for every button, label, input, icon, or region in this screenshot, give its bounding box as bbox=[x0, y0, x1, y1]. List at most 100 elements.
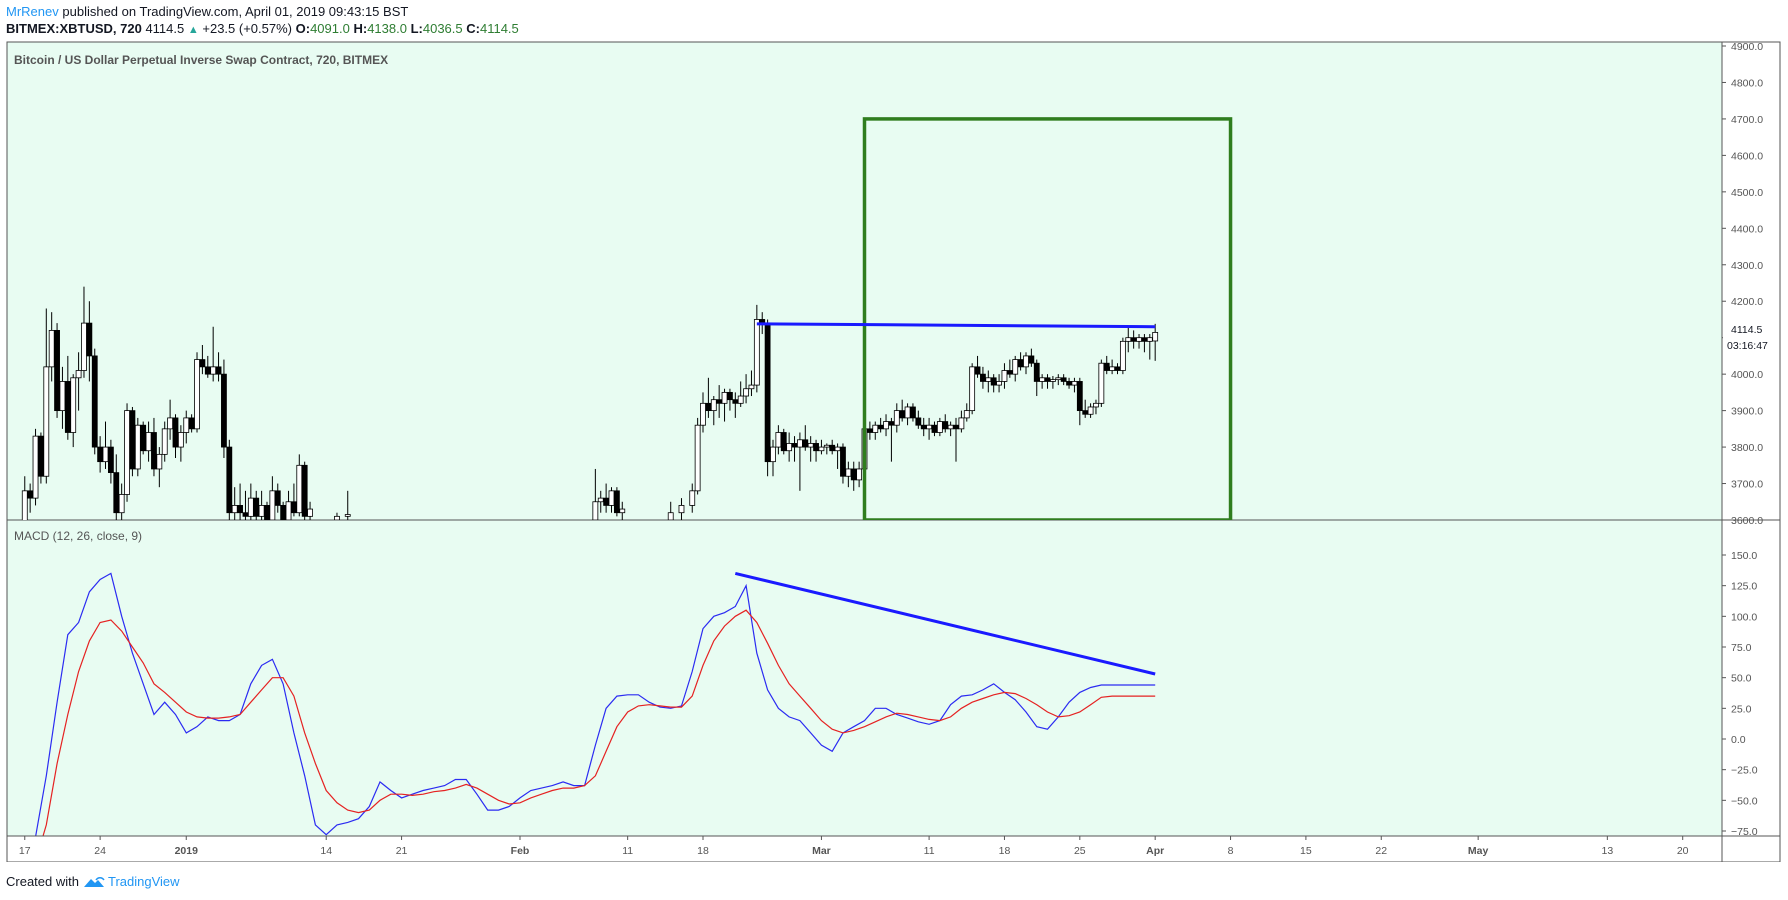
price-tick-label: 4500.0 bbox=[1731, 187, 1763, 199]
candle-body-down bbox=[188, 417, 195, 430]
candle-body-down bbox=[850, 468, 857, 481]
candle bbox=[958, 410, 965, 433]
candle-body-down bbox=[199, 359, 206, 368]
candle-body-down bbox=[1017, 359, 1024, 368]
candle-body-down bbox=[920, 424, 927, 430]
price-tick-label: 4200.0 bbox=[1731, 296, 1763, 308]
candle-body-up bbox=[775, 432, 782, 448]
candle bbox=[54, 323, 60, 418]
candle-body-down bbox=[942, 421, 949, 430]
candle-body-down bbox=[242, 512, 249, 517]
candle-body-up bbox=[118, 494, 125, 514]
candle bbox=[780, 428, 787, 455]
candle bbox=[770, 439, 776, 477]
candle bbox=[75, 352, 82, 411]
candle-body-down bbox=[705, 402, 712, 412]
candle-body-up bbox=[592, 501, 599, 520]
candle-body-up bbox=[985, 377, 992, 382]
time-tick-label: 2019 bbox=[175, 845, 199, 857]
macd-axis[interactable]: 150.0 125.0 100.0 75.0 50.0 25.0 0.0 −25.0 −50.0… bbox=[1722, 550, 1758, 838]
candle-body-up bbox=[1039, 377, 1046, 382]
candle bbox=[118, 483, 125, 520]
candle-body-down bbox=[97, 446, 104, 463]
candle-body-up bbox=[963, 410, 970, 419]
candle-body-up bbox=[102, 446, 109, 463]
candle bbox=[1152, 323, 1159, 361]
price-tick-label: 4000.0 bbox=[1731, 369, 1763, 381]
candle-body-up bbox=[823, 444, 830, 448]
candle-body-down bbox=[899, 410, 906, 419]
candle-body-down bbox=[204, 366, 211, 375]
candle-body-down bbox=[54, 329, 60, 412]
candle-body-up bbox=[194, 359, 200, 430]
candle-body-up bbox=[1050, 379, 1056, 382]
candle-body-down bbox=[791, 443, 798, 448]
candle-body-up bbox=[334, 515, 340, 520]
macd-lines bbox=[35, 571, 1156, 836]
price-axis[interactable]: 3600.03700.03800.03900.04000.04100.04200… bbox=[1722, 41, 1763, 527]
candle bbox=[613, 487, 620, 517]
low-label: L: bbox=[410, 21, 423, 36]
candle-body-up bbox=[1109, 366, 1116, 371]
macd-tick-label: 125.0 bbox=[1731, 581, 1757, 593]
time-tick-label: Feb bbox=[511, 845, 530, 857]
price-drawings bbox=[756, 117, 1233, 520]
candle-body-down bbox=[910, 406, 916, 419]
candle bbox=[818, 439, 825, 455]
time-axis[interactable]: 17 24 2019 14 21 Feb 11 18 Mar 11 18 25 Apr 8 15 22 May 1… bbox=[19, 836, 1689, 857]
candle bbox=[199, 344, 206, 375]
candle-body-up bbox=[667, 512, 674, 520]
price-tick-label: 4700.0 bbox=[1731, 114, 1763, 126]
candle bbox=[963, 403, 970, 422]
candle-body-down bbox=[1141, 337, 1148, 342]
candle-body-down bbox=[727, 391, 733, 401]
last-price-marker: 4114.5 03:16:47 bbox=[1723, 321, 1779, 353]
candle bbox=[667, 501, 674, 520]
candle-body-up bbox=[872, 424, 879, 433]
candle bbox=[1033, 359, 1040, 397]
candle-body-up bbox=[883, 421, 889, 430]
candle bbox=[910, 403, 916, 422]
candle bbox=[737, 381, 744, 407]
macd-tick-label: 75.0 bbox=[1731, 642, 1752, 654]
candle-body-down bbox=[953, 424, 959, 430]
macd-tick-label: 0.0 bbox=[1731, 734, 1746, 746]
chart-canvas[interactable]: 3600.03700.03800.03900.04000.04100.04200… bbox=[0, 0, 1788, 862]
candle-body-down bbox=[129, 410, 136, 470]
candle bbox=[764, 319, 771, 477]
candle bbox=[86, 301, 93, 382]
candle-body-down bbox=[813, 443, 819, 452]
tradingview-link[interactable]: TradingView bbox=[83, 874, 180, 890]
time-tick-label: 13 bbox=[1601, 845, 1613, 857]
candle bbox=[43, 308, 50, 484]
candle-body-up bbox=[1071, 381, 1078, 386]
macd-tick-label: 100.0 bbox=[1731, 611, 1757, 623]
time-tick-label: 18 bbox=[697, 845, 709, 857]
target-box bbox=[862, 117, 1233, 520]
candle-body-up bbox=[608, 490, 615, 506]
price-tick-label: 3700.0 bbox=[1731, 479, 1763, 491]
candle-body-up bbox=[936, 421, 943, 433]
candle-body-up bbox=[597, 497, 604, 503]
candle-body-up bbox=[721, 391, 728, 404]
price-tick-label: 4800.0 bbox=[1731, 77, 1763, 89]
author-link[interactable]: MrRenev bbox=[6, 4, 59, 19]
price-change: +23.5 (+0.57%) bbox=[202, 21, 292, 36]
high-value: 4138.0 bbox=[367, 21, 407, 36]
candle-body-up bbox=[743, 388, 749, 397]
candle-body-up bbox=[619, 508, 626, 514]
macd-pane-title: MACD (12, 26, close, 9) bbox=[14, 529, 142, 543]
open-value: 4091.0 bbox=[310, 21, 350, 36]
candle-body-down bbox=[780, 432, 787, 452]
candle-body-up bbox=[1152, 332, 1159, 342]
candle-body-down bbox=[107, 446, 114, 474]
close-value: 4114.5 bbox=[479, 21, 519, 36]
candle-body-up bbox=[1023, 355, 1029, 368]
candle bbox=[1028, 348, 1035, 367]
candle-body-down bbox=[86, 322, 93, 357]
tradingview-logo-icon bbox=[83, 877, 105, 887]
time-tick-label: Apr bbox=[1146, 845, 1164, 857]
candle-body-up bbox=[167, 417, 174, 430]
macd-tick-label: 50.0 bbox=[1731, 673, 1752, 685]
candle-body-down bbox=[1076, 381, 1083, 412]
